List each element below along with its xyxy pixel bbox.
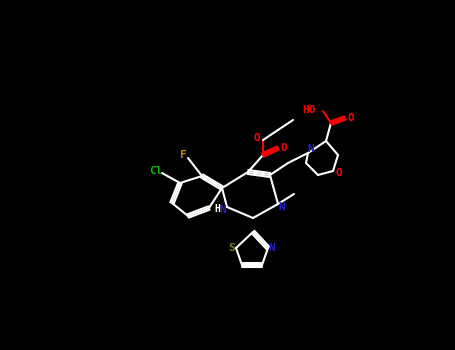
Text: N: N — [278, 202, 285, 212]
Text: O: O — [253, 133, 260, 143]
Text: N: N — [220, 205, 227, 215]
Text: O: O — [281, 143, 288, 153]
Text: N: N — [308, 144, 314, 154]
Text: F: F — [180, 150, 187, 160]
Text: O: O — [336, 168, 342, 178]
Text: O: O — [348, 113, 354, 123]
Text: Cl: Cl — [149, 166, 163, 176]
Text: HO: HO — [302, 105, 316, 115]
Text: S: S — [228, 243, 235, 253]
Text: N: N — [268, 243, 275, 253]
Text: H: H — [214, 204, 220, 214]
